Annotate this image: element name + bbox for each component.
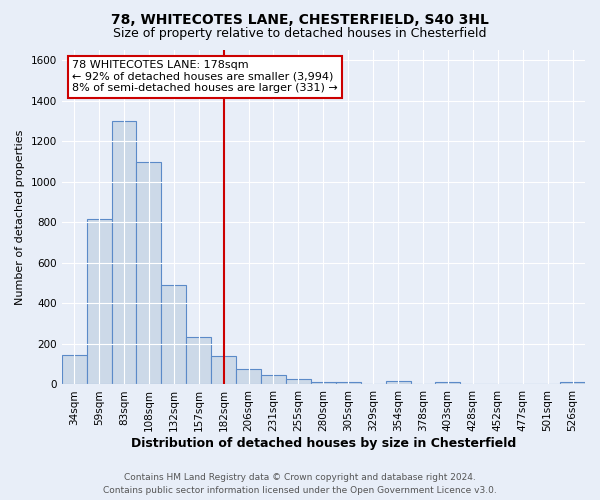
Bar xyxy=(261,376,286,384)
Bar xyxy=(112,121,136,384)
Bar xyxy=(560,382,585,384)
Bar xyxy=(211,356,236,384)
Bar xyxy=(86,220,112,384)
Text: Contains HM Land Registry data © Crown copyright and database right 2024.
Contai: Contains HM Land Registry data © Crown c… xyxy=(103,474,497,495)
Y-axis label: Number of detached properties: Number of detached properties xyxy=(15,130,25,305)
Bar xyxy=(62,355,86,384)
Bar xyxy=(161,285,186,384)
Bar xyxy=(436,382,460,384)
Bar xyxy=(386,382,410,384)
Bar xyxy=(286,380,311,384)
Text: 78 WHITECOTES LANE: 178sqm
← 92% of detached houses are smaller (3,994)
8% of se: 78 WHITECOTES LANE: 178sqm ← 92% of deta… xyxy=(72,60,338,93)
Text: 78, WHITECOTES LANE, CHESTERFIELD, S40 3HL: 78, WHITECOTES LANE, CHESTERFIELD, S40 3… xyxy=(111,12,489,26)
Bar xyxy=(136,162,161,384)
Bar xyxy=(236,370,261,384)
Bar xyxy=(186,337,211,384)
Text: Size of property relative to detached houses in Chesterfield: Size of property relative to detached ho… xyxy=(113,28,487,40)
X-axis label: Distribution of detached houses by size in Chesterfield: Distribution of detached houses by size … xyxy=(131,437,516,450)
Bar xyxy=(336,382,361,384)
Bar xyxy=(311,382,336,384)
